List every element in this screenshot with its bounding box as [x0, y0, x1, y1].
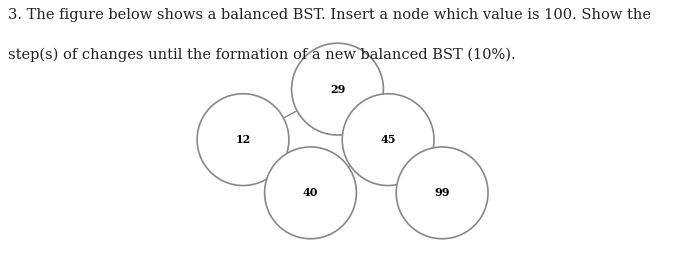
Ellipse shape: [342, 94, 434, 186]
Text: 29: 29: [330, 84, 345, 95]
Ellipse shape: [197, 94, 289, 186]
Ellipse shape: [265, 147, 356, 239]
Text: 45: 45: [381, 134, 396, 145]
Text: 12: 12: [236, 134, 250, 145]
Ellipse shape: [292, 43, 383, 135]
Text: step(s) of changes until the formation of a new balanced BST (10%).: step(s) of changes until the formation o…: [8, 48, 516, 62]
Ellipse shape: [396, 147, 488, 239]
Text: 40: 40: [303, 187, 318, 198]
Text: 3. The figure below shows a balanced BST. Insert a node which value is 100. Show: 3. The figure below shows a balanced BST…: [8, 8, 651, 22]
Text: 99: 99: [435, 187, 450, 198]
